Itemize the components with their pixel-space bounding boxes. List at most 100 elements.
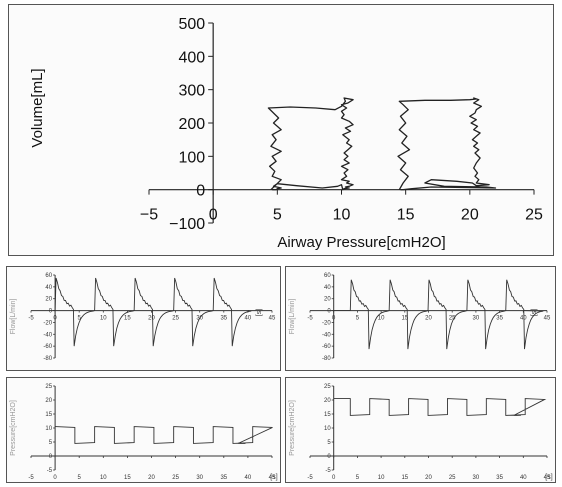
y-tick-label: 0 xyxy=(327,309,331,315)
x-tick-label: 20 xyxy=(425,316,432,322)
x-axis-unit: [s] xyxy=(270,474,277,481)
y-tick-label: 0 xyxy=(49,454,53,460)
x-tick-label: 0 xyxy=(332,475,336,481)
y-axis-label: Pressure[cmH2O] xyxy=(10,400,17,456)
x-tick-label: 45 xyxy=(269,316,276,322)
y-tick-label: 400 xyxy=(178,49,205,66)
x-tick-label: 35 xyxy=(496,475,503,481)
x-tick-label: 25 xyxy=(172,475,179,481)
y-axis-label: Flow[L/min] xyxy=(10,299,17,335)
x-tick-label: 0 xyxy=(209,207,218,224)
x-tick-label: 5 xyxy=(78,316,82,322)
x-tick-label: 15 xyxy=(401,475,408,481)
flow-waveform xyxy=(54,277,252,347)
y-tick-label: -40 xyxy=(322,332,331,338)
x-tick-label: 5 xyxy=(356,475,360,481)
y-tick-label: 0 xyxy=(327,454,331,460)
x-axis-unit: [s] xyxy=(545,474,552,481)
x-tick-label: 30 xyxy=(473,475,480,481)
x-tick-label: 15 xyxy=(124,475,131,481)
y-tick-label: 200 xyxy=(178,116,205,133)
x-axis-label: Airway Pressure[cmH2O] xyxy=(277,234,445,251)
x-tick-label: -5 xyxy=(28,316,34,322)
x-tick-label: 10 xyxy=(378,316,385,322)
y-tick-label: -60 xyxy=(43,344,52,350)
y-tick-label: -20 xyxy=(322,320,331,326)
x-tick-label: 45 xyxy=(544,316,551,322)
pressure-chart-left: 25 20 15 10 5 0 -5 -5 0 5 10 15 20 25 30 35 40 45 [s] Press… xyxy=(6,377,281,483)
y-tick-label: 100 xyxy=(178,149,205,166)
x-tick-label: 0 xyxy=(53,475,57,481)
x-tick-label: 20 xyxy=(148,475,155,481)
y-tick-label: -40 xyxy=(43,332,52,338)
x-tick-label: 35 xyxy=(220,316,227,322)
x-tick-label: 0 xyxy=(332,316,336,322)
x-tick-label: 20 xyxy=(148,316,155,322)
x-tick-label: 40 xyxy=(520,475,527,481)
x-tick-label: 15 xyxy=(124,316,131,322)
x-tick-label: 15 xyxy=(401,316,408,322)
y-tick-label: -5 xyxy=(325,468,331,474)
x-tick-label: 10 xyxy=(100,316,107,322)
y-tick-label: -80 xyxy=(322,356,331,362)
x-tick-label: 25 xyxy=(449,475,456,481)
y-tick-label: 10 xyxy=(324,426,331,432)
x-tick-label: 35 xyxy=(220,475,227,481)
pressure-chart-right: 25 20 15 10 5 0 -5 -5 0 5 10 15 20 25 30 35 40 45 [s] Press… xyxy=(285,377,556,483)
pv-loop-series-1 xyxy=(267,97,354,191)
y-axis-label: Flow[L/min] xyxy=(289,299,296,335)
y-tick-label: 25 xyxy=(45,384,52,390)
pv-loop-chart: 500 400 300 200 100 0 −100 −5 0 5 10 15 20 25 Airway P… xyxy=(8,4,554,256)
y-tick-label: -80 xyxy=(43,356,52,362)
y-tick-label: 20 xyxy=(45,297,52,303)
x-tick-label: 10 xyxy=(100,475,107,481)
flow-chart-left: 60 40 20 0 -20 -40 -60 -80 -5 0 5 10 15 20 25 30 35 40 45[… xyxy=(6,266,281,371)
x-tick-label: 40 xyxy=(245,475,252,481)
y-tick-label: 20 xyxy=(324,398,331,404)
x-tick-label: 25 xyxy=(525,207,543,224)
y-tick-label: -60 xyxy=(322,344,331,350)
pressure-waveform xyxy=(55,426,273,444)
y-axis-label: Pressure[cmH2O] xyxy=(289,400,296,456)
pv-loop-series-2 xyxy=(397,97,497,191)
x-tick-label: 20 xyxy=(425,475,432,481)
y-tick-label: 5 xyxy=(49,440,53,446)
flow-chart-right: 60 40 20 0 -20 -40 -60 -80 -5 0 5 10 15 20 25 30 35 40 45[… xyxy=(285,266,556,371)
y-tick-label: 15 xyxy=(45,412,52,418)
y-tick-label: 60 xyxy=(324,273,331,279)
x-axis-unit: [s] xyxy=(531,309,538,316)
y-tick-label: 0 xyxy=(49,309,53,315)
pressure-waveform xyxy=(333,398,547,416)
y-tick-label: 40 xyxy=(45,285,52,291)
x-tick-label: 10 xyxy=(378,475,385,481)
x-tick-label: −5 xyxy=(140,207,158,224)
x-tick-label: 30 xyxy=(473,316,480,322)
y-tick-label: -5 xyxy=(47,468,53,474)
y-tick-label: -20 xyxy=(43,320,52,326)
y-tick-label: 500 xyxy=(178,16,205,33)
x-tick-label: 25 xyxy=(449,316,456,322)
x-tick-label: 30 xyxy=(196,475,203,481)
y-tick-label: 0 xyxy=(196,183,205,200)
y-tick-label: 60 xyxy=(45,273,52,279)
y-tick-label: 5 xyxy=(327,440,331,446)
y-tick-label: 20 xyxy=(324,297,331,303)
x-tick-label: 15 xyxy=(397,207,415,224)
x-tick-label: 25 xyxy=(172,316,179,322)
y-tick-label: −100 xyxy=(169,216,205,233)
y-tick-label: 10 xyxy=(45,426,52,432)
x-tick-label: 20 xyxy=(461,207,479,224)
x-tick-label: -5 xyxy=(28,475,34,481)
x-axis-unit: [s] xyxy=(256,309,263,316)
x-tick-label: 40 xyxy=(245,316,252,322)
x-tick-label: -5 xyxy=(307,475,313,481)
x-tick-label: 35 xyxy=(496,316,503,322)
x-tick-label: 5 xyxy=(78,475,82,481)
y-tick-label: 300 xyxy=(178,83,205,100)
x-tick-label: -5 xyxy=(307,316,313,322)
flow-waveform xyxy=(333,279,544,350)
y-tick-label: 20 xyxy=(45,398,52,404)
